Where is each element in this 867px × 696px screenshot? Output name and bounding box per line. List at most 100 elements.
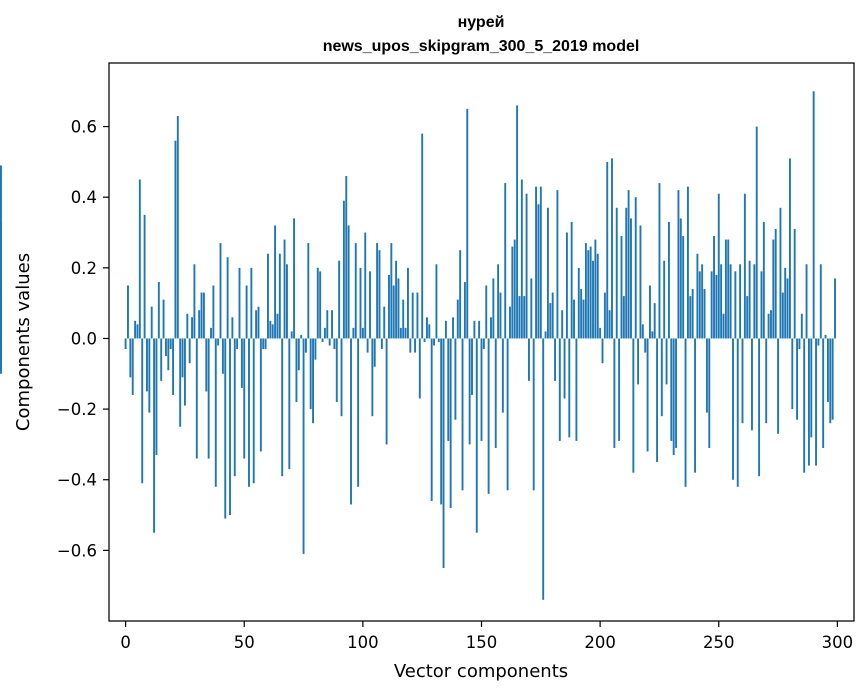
bar	[810, 338, 813, 438]
bar	[494, 338, 497, 448]
bar	[295, 338, 298, 403]
bar	[276, 313, 279, 339]
bar	[535, 186, 538, 339]
bar	[511, 246, 514, 339]
bar	[435, 264, 438, 339]
bar	[271, 324, 274, 339]
bar	[267, 253, 269, 339]
bar	[480, 338, 483, 441]
bar	[350, 338, 352, 505]
bar	[613, 338, 616, 448]
bar	[679, 218, 682, 339]
bar	[528, 338, 530, 381]
bar	[770, 310, 772, 339]
bar	[331, 310, 333, 339]
bar	[392, 285, 395, 339]
bar	[743, 193, 746, 339]
bar	[278, 253, 281, 339]
bar	[694, 338, 696, 473]
bar	[580, 289, 583, 339]
bar	[653, 303, 656, 339]
bar	[788, 158, 791, 339]
bar	[506, 338, 509, 491]
bar	[499, 292, 502, 339]
bar	[741, 338, 744, 424]
bar	[198, 310, 201, 339]
bar	[829, 338, 832, 424]
bar	[798, 338, 801, 350]
bar	[248, 338, 250, 487]
bar	[414, 338, 417, 353]
bar	[779, 207, 782, 339]
bar	[447, 338, 450, 441]
bar	[217, 338, 220, 346]
bar	[713, 236, 715, 339]
bar	[504, 183, 507, 339]
bar	[461, 338, 464, 491]
bar	[786, 278, 789, 339]
bar	[565, 232, 568, 339]
bar	[316, 267, 319, 339]
bar	[532, 338, 535, 491]
bar	[546, 207, 549, 339]
y-axis-ticks: −0.6 −0.4 −0.2 0.0 0.2 0.4 0.6	[57, 118, 109, 560]
bar	[138, 179, 141, 339]
bar	[705, 338, 708, 413]
bar	[667, 221, 670, 339]
bar	[729, 264, 732, 339]
bar	[409, 338, 412, 353]
bar	[390, 243, 393, 339]
bar	[777, 338, 780, 434]
bar	[195, 338, 198, 459]
bar	[131, 338, 134, 395]
bar	[826, 338, 829, 403]
bar	[210, 327, 212, 339]
bar	[656, 338, 659, 463]
bar	[134, 320, 137, 339]
x-tick-label: 150	[466, 633, 498, 652]
bar	[611, 158, 613, 339]
bar	[482, 338, 485, 350]
bar	[634, 197, 637, 339]
bar	[544, 331, 547, 339]
bar	[587, 250, 590, 339]
bar	[800, 313, 803, 339]
bar	[380, 338, 383, 350]
bar	[516, 105, 519, 339]
y-tick-label: 0.4	[71, 188, 97, 207]
bar	[162, 299, 165, 339]
bar	[784, 267, 787, 339]
bar	[314, 338, 317, 360]
bar	[238, 267, 241, 339]
bar	[473, 320, 476, 339]
bar	[556, 190, 559, 339]
bar	[563, 338, 566, 399]
bar	[475, 338, 478, 533]
bar	[701, 264, 704, 339]
bar	[323, 327, 326, 339]
bar	[425, 317, 428, 339]
y-axis-label: Components values	[13, 253, 34, 431]
y-tick-label: −0.6	[57, 541, 97, 560]
x-axis-ticks: 0 50 100 150 200 250 300	[120, 621, 853, 652]
bar	[815, 338, 817, 466]
bar	[297, 338, 300, 371]
bar	[252, 338, 255, 484]
bar	[523, 296, 526, 339]
bar	[430, 338, 433, 501]
bar	[819, 264, 822, 339]
bar	[539, 186, 542, 339]
bar	[269, 320, 272, 339]
bar	[748, 260, 751, 339]
bar	[682, 236, 685, 339]
bar	[229, 338, 231, 516]
bar	[468, 338, 471, 445]
bar	[259, 338, 262, 452]
bar	[442, 338, 445, 569]
bar	[274, 225, 277, 339]
bar	[710, 271, 713, 339]
bar	[428, 324, 431, 339]
y-tick-label: −0.4	[57, 471, 97, 490]
bar	[262, 338, 265, 350]
bar	[601, 338, 604, 364]
